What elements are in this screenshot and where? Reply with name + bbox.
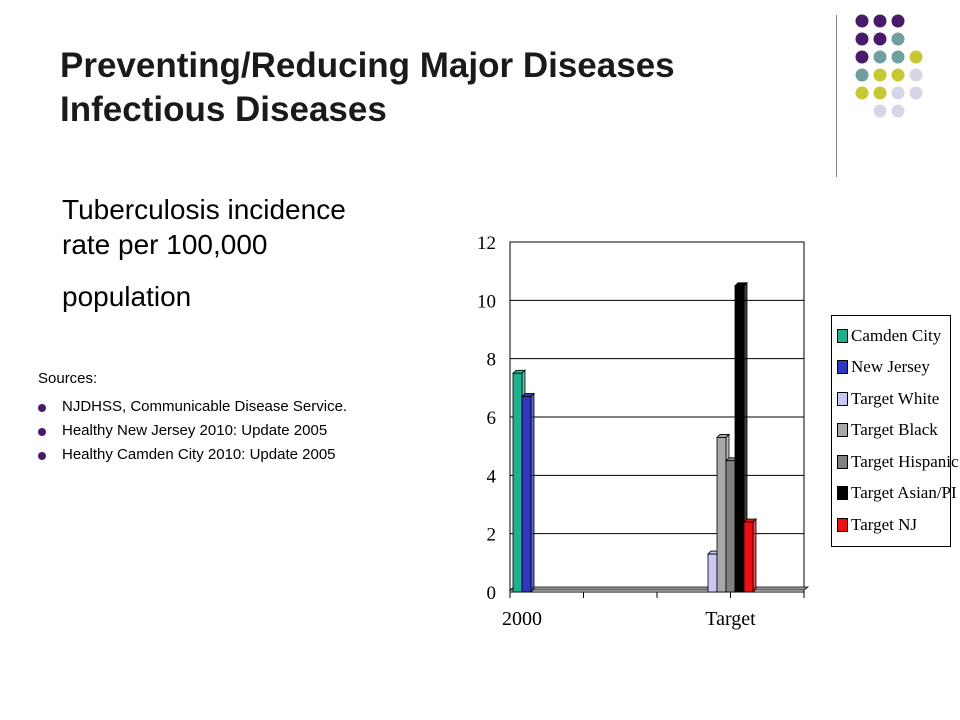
legend-item: Target Asian/PI	[837, 478, 957, 510]
subtitle-line-3: population	[62, 281, 192, 312]
y-tick-label: 0	[487, 583, 497, 604]
y-tick-label: 10	[477, 291, 496, 312]
decor-dot	[873, 86, 887, 100]
sources-label: Sources:	[38, 370, 98, 387]
legend-swatch	[837, 454, 848, 469]
x-tick-label: 2000	[502, 608, 542, 630]
source-text: NJDHSS, Communicable Disease Service.	[62, 398, 348, 415]
legend-item: New Jersey	[837, 352, 950, 384]
legend-swatch	[837, 486, 848, 501]
legend-swatch	[837, 391, 848, 406]
decor-dot	[891, 50, 905, 64]
tb-incidence-chart: 0 2 4 6 8 10 12 2000 Target	[477, 233, 810, 630]
legend-item: Target Hispanic	[837, 446, 959, 478]
decorative-dot-grid	[855, 14, 923, 118]
legend-item: Target White	[837, 383, 950, 415]
decor-dot	[855, 68, 869, 82]
legend-item: Target Black	[837, 415, 950, 447]
y-tick-label: 2	[487, 525, 497, 546]
legend-label: Target Hispanic	[851, 451, 959, 471]
source-text: Healthy New Jersey 2010: Update 2005	[62, 422, 328, 439]
subtitle-line-2: rate per 100,000	[62, 229, 268, 260]
bar	[512, 372, 523, 593]
bar-side	[530, 392, 535, 593]
legend-item: Target NJ	[837, 509, 950, 541]
y-tick-label: 8	[487, 350, 497, 371]
decor-dot	[873, 104, 887, 118]
decor-dot	[891, 86, 905, 100]
legend-label: New Jersey	[851, 357, 930, 377]
decor-dot	[873, 14, 887, 28]
title-line-2: Infectious Diseases	[60, 90, 387, 129]
decor-dot	[855, 14, 869, 28]
chart-floor	[508, 586, 810, 591]
source-text: Healthy Camden City 2010: Update 2005	[62, 446, 336, 463]
decor-dot	[873, 68, 887, 82]
sources-block: Sources: NJDHSS, Communicable Disease Se…	[38, 370, 347, 470]
legend-label: Target Black	[851, 420, 938, 440]
decor-dot	[873, 32, 887, 46]
decor-dot	[873, 50, 887, 64]
bullet-icon	[38, 428, 46, 436]
bar	[743, 521, 754, 593]
source-item: Healthy New Jersey 2010: Update 2005	[38, 422, 347, 440]
bar	[707, 553, 718, 593]
legend-item: Camden City	[837, 320, 950, 352]
sources-list: NJDHSS, Communicable Disease Service. He…	[38, 398, 347, 464]
decor-dot	[909, 50, 923, 64]
legend-swatch	[837, 517, 848, 532]
decor-dot	[891, 104, 905, 118]
chart-legend: Camden City New Jersey Target White Target …	[831, 315, 959, 547]
title-line-1: Preventing/Reducing Major Diseases	[60, 46, 675, 85]
bullet-icon	[38, 404, 46, 412]
legend-swatch	[837, 328, 848, 343]
decor-dot	[855, 86, 869, 100]
bar	[734, 285, 745, 593]
bullet-icon	[38, 452, 46, 460]
decor-dot	[891, 68, 905, 82]
x-tick-label: Target	[705, 608, 756, 630]
decor-dot	[855, 32, 869, 46]
decorative-divider	[836, 15, 837, 177]
chart-subtitle: Tuberculosis incidence rate per 100,000 …	[62, 192, 346, 314]
bar	[521, 396, 532, 593]
legend-label: Target White	[851, 388, 940, 408]
legend-label: Camden City	[851, 325, 942, 345]
decor-dot	[891, 32, 905, 46]
bar	[725, 460, 736, 593]
y-tick-label: 12	[477, 233, 496, 254]
legend-swatch	[837, 360, 848, 375]
subtitle-line-1: Tuberculosis incidence	[62, 194, 346, 225]
source-item: Healthy Camden City 2010: Update 2005	[38, 446, 347, 464]
legend-swatch	[837, 423, 848, 438]
source-item: NJDHSS, Communicable Disease Service.	[38, 398, 347, 416]
bar	[716, 437, 727, 593]
bar-side	[752, 518, 757, 593]
y-tick-label: 6	[487, 408, 497, 429]
decor-dot	[909, 86, 923, 100]
slide-title: Preventing/Reducing Major Diseases Infec…	[60, 44, 675, 132]
decor-dot	[855, 50, 869, 64]
legend-label: Target Asian/PI	[851, 483, 957, 503]
decor-dot	[909, 68, 923, 82]
legend-label: Target NJ	[851, 514, 918, 534]
decor-dot	[891, 14, 905, 28]
y-tick-label: 4	[487, 466, 497, 487]
